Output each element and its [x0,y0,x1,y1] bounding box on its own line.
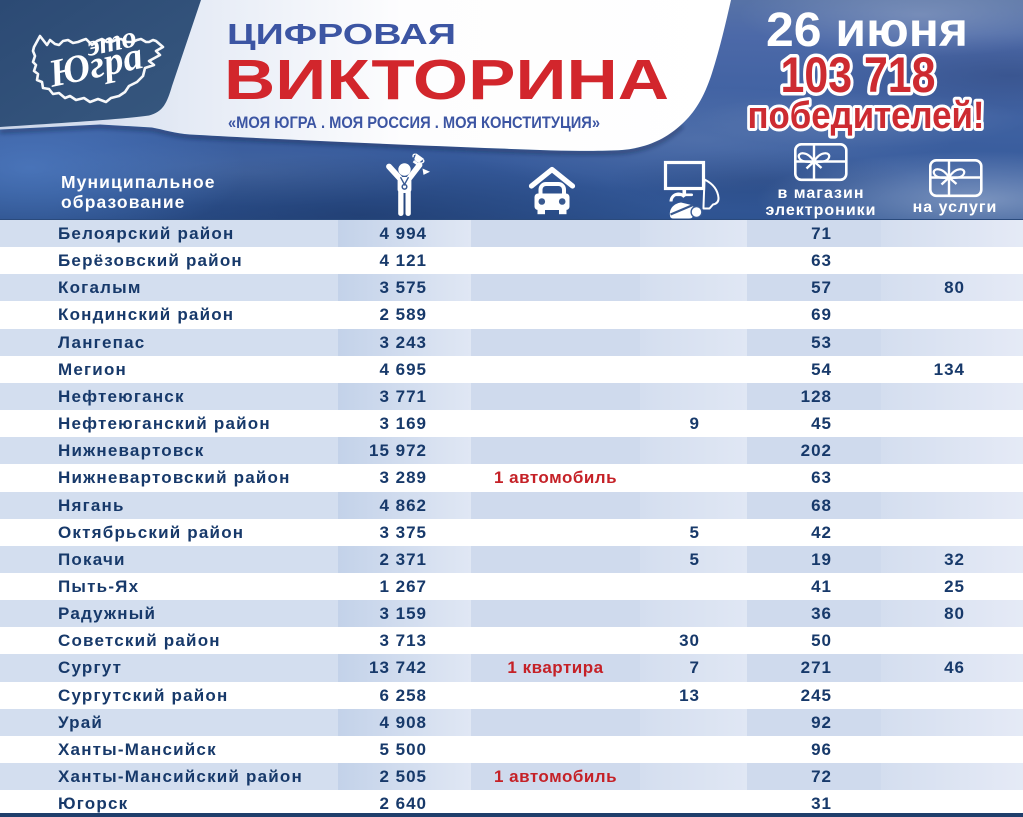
svg-text:электроники: электроники [765,202,876,219]
svg-text:в магазин: в магазин [777,185,864,202]
svg-text:26 июня: 26 июня [766,4,968,57]
svg-text:образование: образование [61,192,186,212]
svg-text:победителей!: победителей! [748,95,985,137]
svg-text:ЦИФРОВАЯ: ЦИФРОВАЯ [227,19,456,51]
svg-text:103 718: 103 718 [781,47,936,103]
svg-text:на услуги: на услуги [913,199,998,216]
svg-text:«МОЯ ЮГРА . МОЯ РОССИЯ . МОЯ К: «МОЯ ЮГРА . МОЯ РОССИЯ . МОЯ КОНСТИТУЦИЯ… [228,113,600,132]
svg-text:ВИКТОРИНА: ВИКТОРИНА [224,48,669,112]
svg-text:Муниципальное: Муниципальное [61,172,216,192]
